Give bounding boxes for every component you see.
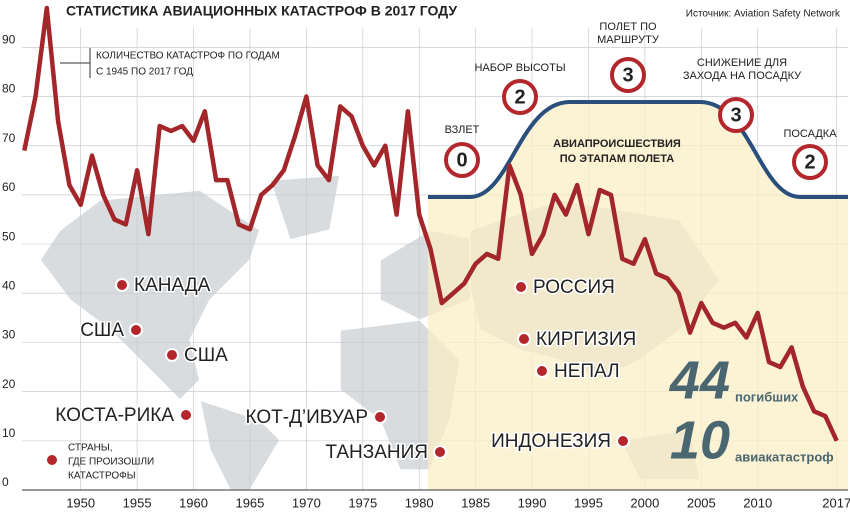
x-tick-label: 1970 <box>292 495 321 510</box>
phase-badge <box>718 97 754 133</box>
country-label: США <box>80 320 124 341</box>
chart-title: СТАТИСТИКА АВИАЦИОННЫХ КАТАСТРОФ В 2017 … <box>66 3 457 19</box>
phase-count: 2 <box>514 86 525 108</box>
phase-label: НАБОР ВЫСОТЫ <box>474 62 565 74</box>
phase-label: ПОЛЕТ ПО <box>599 21 657 33</box>
country-dot <box>165 348 179 362</box>
country-label: НЕПАЛ <box>554 361 620 382</box>
series-line <box>22 5 839 442</box>
country-dot <box>616 434 630 448</box>
country-dot <box>115 278 129 292</box>
x-tick-label: 1960 <box>179 495 208 510</box>
country-label: КАНАДА <box>134 275 211 296</box>
country-dot <box>373 410 387 424</box>
country-label: ИНДОНЕЗИЯ <box>491 431 611 452</box>
y-tick-label: 0 <box>2 475 9 489</box>
deaths-label: погибших <box>735 389 799 404</box>
y-tick-label: 80 <box>2 82 16 96</box>
phase-label: МАРШРУТУ <box>597 34 660 46</box>
deaths-number: 44 <box>669 350 730 410</box>
x-tick-label: 1995 <box>574 495 603 510</box>
phases-title: АВИАПРОИСШЕСТВИЯ <box>553 138 681 150</box>
y-tick-label: 50 <box>2 229 16 243</box>
country-label: США <box>184 345 228 366</box>
x-tick-label: 1990 <box>518 495 547 510</box>
y-tick-label: 90 <box>2 33 16 47</box>
phase-badge <box>792 144 828 180</box>
legend-text: СТРАНЫ, <box>68 443 113 454</box>
legend-text: ГДЕ ПРОИЗОШЛИ <box>68 457 154 468</box>
country-dot <box>179 408 193 422</box>
x-tick-label: 2000 <box>630 495 659 510</box>
y-tick-label: 10 <box>2 426 16 440</box>
y-tick-label: 60 <box>2 180 16 194</box>
country-label: КОСТА-РИКА <box>55 405 174 426</box>
source: Источник: Aviation Safety Network <box>686 9 841 20</box>
phase-count: 2 <box>804 151 815 173</box>
country-label: РОССИЯ <box>533 277 615 298</box>
legend-dot <box>45 453 59 467</box>
phases-title: ПО ЭТАПАМ ПОЛЕТА <box>560 153 675 165</box>
phase-label: ПОСАДКА <box>783 128 837 140</box>
x-tick-label: 1950 <box>66 495 95 510</box>
phase-count: 3 <box>730 104 741 126</box>
y-tick-label: 30 <box>2 328 16 342</box>
country-label: КИРГИЗИЯ <box>536 329 636 350</box>
x-tick-label: 1955 <box>123 495 152 510</box>
y-tick-label: 40 <box>2 278 16 292</box>
y-tick-label: 20 <box>2 377 16 391</box>
x-tick-label: 1985 <box>461 495 490 510</box>
crashes-label: авиакатастроф <box>735 449 834 464</box>
phase-count: 0 <box>456 149 467 171</box>
x-tick-label: 2005 <box>687 495 716 510</box>
country-label: КОТ-Д’ИВУАР <box>246 407 369 428</box>
country-dot <box>514 280 528 294</box>
x-tick-label: 1965 <box>235 495 264 510</box>
phase-count: 3 <box>622 64 633 86</box>
phase-label: СНИЖЕНИЕ ДЛЯ <box>697 57 787 69</box>
x-tick-label: 2017 <box>822 495 850 510</box>
phase-badge <box>610 57 646 93</box>
phase-label: ВЗЛЕТ <box>445 124 480 136</box>
legend-text: КАТАСТРОФЫ <box>68 471 136 482</box>
flight-profile <box>428 100 848 199</box>
phase-label: ЗАХОДА НА ПОСАДКУ <box>683 70 802 82</box>
phase-badge <box>444 142 480 178</box>
x-tick-label: 1975 <box>348 495 377 510</box>
country-dot <box>433 445 447 459</box>
country-dot <box>129 323 143 337</box>
x-tick-label: 2010 <box>743 495 772 510</box>
country-label: ТАНЗАНИЯ <box>325 442 428 463</box>
country-dot <box>517 332 531 346</box>
annotation: КОЛИЧЕСТВО КАТАСТРОФ ПО ГОДАМ <box>96 51 280 62</box>
country-dot <box>535 364 549 378</box>
crashes-number: 10 <box>670 410 730 470</box>
y-tick-label: 70 <box>2 131 16 145</box>
annotation: С 1945 ПО 2017 ГОД <box>96 67 193 78</box>
phase-area <box>428 102 848 490</box>
phase-badge <box>502 79 538 115</box>
x-tick-label: 1980 <box>405 495 434 510</box>
